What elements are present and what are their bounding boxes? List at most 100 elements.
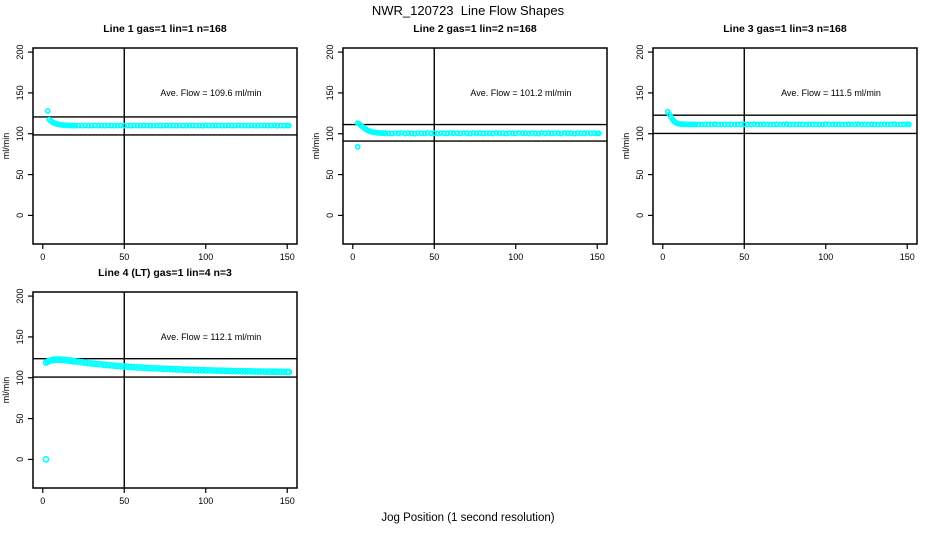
data-point: [153, 122, 160, 129]
data-point: [228, 367, 236, 375]
data-point: [143, 364, 151, 372]
data-point: [447, 130, 454, 136]
data-point: [261, 122, 268, 129]
data-point: [247, 368, 255, 375]
data-point: [382, 130, 389, 137]
x-tick-label: 150: [900, 252, 915, 262]
panel-title: Line 4 (LT) gas=1 lin=4 n=3: [98, 267, 232, 279]
data-point: [819, 121, 826, 128]
data-point: [418, 130, 425, 137]
plot-box: [342, 47, 608, 245]
data-point: [169, 365, 177, 373]
data-point: [809, 121, 816, 128]
data-point: [111, 362, 118, 370]
data-point: [764, 121, 770, 128]
data-point: [44, 108, 51, 114]
data-point: [473, 130, 480, 137]
data-point: [512, 130, 519, 137]
data-point: [182, 366, 190, 374]
x-tick-label: 50: [429, 252, 439, 262]
x-tick-label: 150: [280, 252, 295, 262]
data-point: [147, 122, 154, 129]
data-point: [144, 122, 150, 129]
data-point: [460, 130, 467, 136]
data-point: [421, 130, 428, 137]
data-point: [206, 122, 212, 129]
data-point: [228, 122, 235, 129]
data-point: [398, 130, 405, 136]
data-point: [160, 122, 167, 129]
y-tick-label: 150: [15, 85, 25, 100]
data-point: [767, 121, 774, 128]
data-point: [192, 366, 200, 374]
data-point: [894, 121, 901, 128]
data-point: [248, 122, 255, 129]
data-point: [159, 365, 167, 373]
panel-plot: 0 50 100 150 0 50 100 150 200 ml/min Ave. Flow = 1…: [621, 45, 918, 262]
data-point: [245, 122, 251, 129]
data-point: [117, 362, 125, 370]
data-point: [85, 359, 92, 367]
data-point: [92, 122, 98, 129]
data-point: [104, 361, 112, 369]
data-point: [891, 121, 898, 128]
data-point: [905, 121, 912, 128]
data-point: [538, 130, 545, 136]
data-point: [221, 367, 229, 375]
panel-line-2: 0 50 100 150 0 50 100 150 200 ml/min Ave. Flow = 1…: [310, 20, 611, 274]
x-tick-label: 0: [40, 252, 45, 262]
x-tick-label: 100: [198, 496, 213, 506]
data-point: [790, 121, 796, 128]
data-point: [887, 121, 894, 128]
data-point: [829, 121, 836, 128]
x-tick-label: 0: [40, 496, 45, 506]
data-point: [222, 122, 229, 129]
data-point: [219, 122, 225, 129]
data-point: [878, 121, 884, 128]
data-point: [91, 360, 99, 368]
x-tick-label: 0: [660, 252, 665, 262]
data-point: [535, 130, 542, 137]
data-point: [428, 130, 434, 137]
data-point: [264, 368, 272, 375]
data-point: [153, 365, 161, 372]
panel-line-4-chart: 0 50 100 150 0 50 100 150 200 ml/min Ave. Flow = 1…: [0, 264, 301, 518]
data-point: [558, 130, 565, 137]
data-point: [75, 358, 82, 366]
data-point: [105, 122, 111, 129]
data-point: [463, 130, 470, 137]
y-tick-label: 100: [635, 126, 645, 141]
data-point: [212, 367, 219, 374]
data-point: [839, 121, 845, 128]
data-point: [741, 121, 748, 128]
data-point: [780, 121, 787, 128]
data-point: [457, 130, 464, 137]
data-point: [699, 121, 705, 128]
data-point: [271, 122, 278, 129]
ave-flow-annotation: Ave. Flow = 112.1 ml/min: [161, 332, 261, 342]
data-point: [773, 121, 780, 128]
data-point: [865, 121, 871, 128]
data-point: [434, 130, 441, 137]
data-point: [731, 121, 738, 128]
data-point: [467, 130, 473, 137]
data-point: [411, 130, 418, 137]
data-point: [235, 122, 242, 129]
data-point: [124, 122, 131, 129]
data-point: [42, 455, 50, 463]
ave-flow-annotation: Ave. Flow = 101.2 ml/min: [470, 88, 571, 98]
data-point: [702, 121, 708, 128]
data-point: [545, 130, 552, 137]
x-tick-label: 150: [590, 252, 605, 262]
y-axis-unit-label: ml/min: [1, 377, 11, 404]
y-tick-label: 0: [325, 213, 335, 218]
data-point: [75, 122, 82, 129]
data-point: [166, 122, 173, 129]
panel-title: Line 3 gas=1 lin=3 n=168: [723, 23, 847, 35]
data-point: [173, 122, 180, 129]
data-point: [470, 130, 477, 136]
panel-plot: 0 50 100 150 0 50 100 150 200 ml/min Ave. Flow = 1…: [311, 45, 608, 262]
data-point: [858, 121, 865, 128]
data-point: [274, 122, 281, 129]
data-point: [254, 368, 262, 375]
